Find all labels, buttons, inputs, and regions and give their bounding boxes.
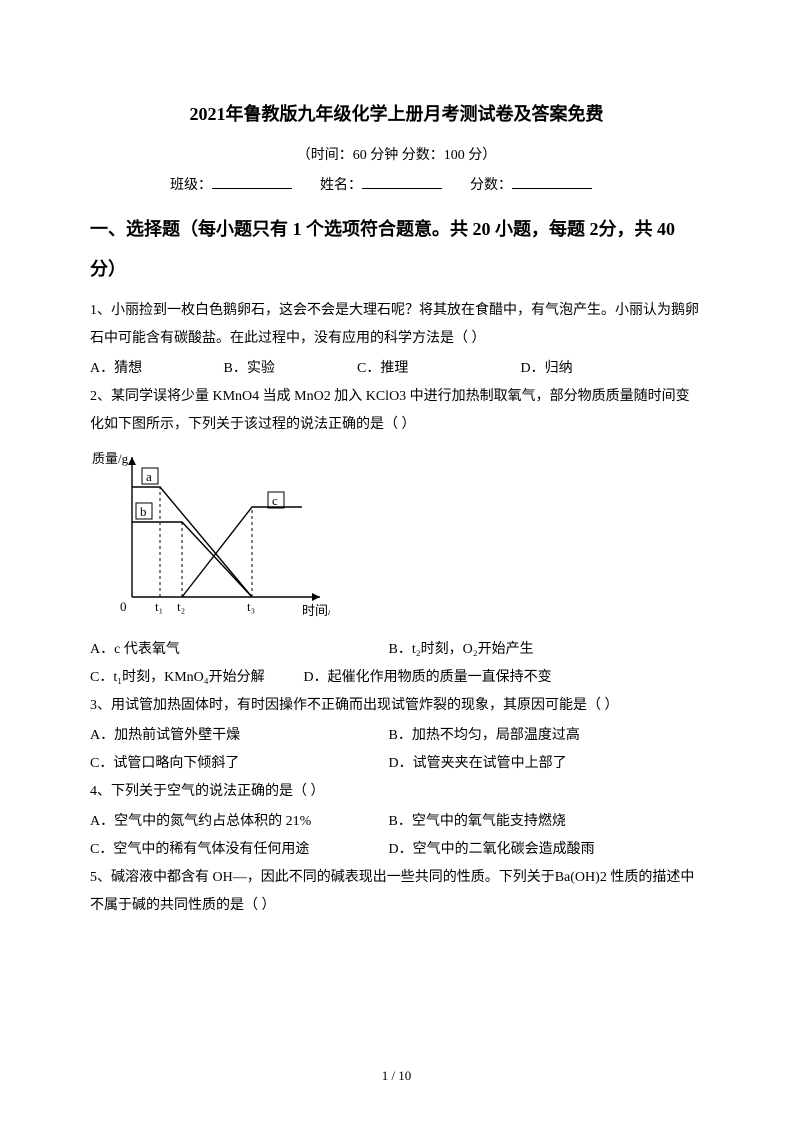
q1-opt-d: D．归纳 [521, 355, 661, 383]
q4-options-1: A．空气中的氮气约占总体积的 21% B．空气中的氧气能支持燃烧 [90, 808, 703, 836]
q2-opt-b: B．t₂时刻，O₂开始产生 [389, 636, 534, 664]
q2-options-1: A．c 代表氧气 B．t₂时刻，O₂开始产生 [90, 636, 703, 664]
q4-opt-a: A．空气中的氮气约占总体积的 21% [90, 808, 385, 836]
q1-opt-b: B．实验 [224, 355, 354, 383]
q3-opt-b: B．加热不均匀，局部温度过高 [389, 722, 580, 750]
q4-opt-b: B．空气中的氧气能支持燃烧 [389, 808, 566, 836]
q2-opt-c: C．t₁时刻，KMnO₄开始分解 [90, 664, 300, 692]
q1-opt-a: A．猜想 [90, 355, 220, 383]
svg-text:t₂: t₂ [177, 599, 185, 614]
q5-text: 5、碱溶液中都含有 OH—，因此不同的碱表现出一些共同的性质。下列关于Ba(OH… [90, 864, 703, 920]
q2-opt-a: A．c 代表氧气 [90, 636, 385, 664]
q1-text: 1、小丽捡到一枚白色鹅卵石，这会不会是大理石呢？将其放在食醋中，有气泡产生。小丽… [90, 297, 703, 353]
q2-options-2: C．t₁时刻，KMnO₄开始分解 D．起催化作用物质的质量一直保持不变 [90, 664, 703, 692]
q3-text: 3、用试管加热固体时，有时因操作不正确而出现试管炸裂的现象，其原因可能是（ ） [90, 692, 703, 720]
q1-opt-c: C．推理 [357, 355, 517, 383]
svg-text:a: a [146, 469, 152, 484]
q2-text: 2、某同学误将少量 KMnO4 当成 MnO2 加入 KClO3 中进行加热制取… [90, 383, 703, 439]
class-label: 班级： [170, 178, 212, 193]
q3-options-2: C．试管口略向下倾斜了 D．试管夹夹在试管中上部了 [90, 750, 703, 778]
q4-options-2: C．空气中的稀有气体没有任何用途 D．空气中的二氧化碳会造成酸雨 [90, 836, 703, 864]
q3-options-1: A．加热前试管外壁干燥 B．加热不均匀，局部温度过高 [90, 722, 703, 750]
svg-text:b: b [140, 504, 147, 519]
score-label: 分数： [470, 178, 512, 193]
svg-text:质量/g: 质量/g [92, 451, 129, 466]
q1-options: A．猜想 B．实验 C．推理 D．归纳 [90, 355, 703, 383]
q3-opt-d: D．试管夹夹在试管中上部了 [389, 750, 567, 778]
page-number: 1 / 10 [0, 1068, 793, 1084]
q3-opt-c: C．试管口略向下倾斜了 [90, 750, 385, 778]
svg-text:0: 0 [120, 599, 127, 614]
q3-opt-a: A．加热前试管外壁干燥 [90, 722, 385, 750]
q2-opt-d: D．起催化作用物质的质量一直保持不变 [304, 664, 552, 692]
name-label: 姓名： [320, 178, 362, 193]
name-blank [362, 175, 442, 189]
section-heading: 一、选择题（每小题只有 1 个选项符合题意。共 20 小题，每题 2分，共 40… [90, 210, 703, 289]
score-blank [512, 175, 592, 189]
class-blank [212, 175, 292, 189]
svg-text:t₃: t₃ [247, 599, 255, 614]
q4-opt-c: C．空气中的稀有气体没有任何用途 [90, 836, 385, 864]
svg-text:时间/min: 时间/min [302, 603, 330, 618]
q4-opt-d: D．空气中的二氧化碳会造成酸雨 [389, 836, 595, 864]
exam-title: 2021年鲁教版九年级化学上册月考测试卷及答案免费 [90, 100, 703, 126]
q2-chart: 质量/g 时间/min 0 t₁ t₂ t₃ a b c [90, 447, 703, 632]
q4-text: 4、下列关于空气的说法正确的是（ ） [90, 778, 703, 806]
student-info-line: 班级： 姓名： 分数： [90, 174, 703, 194]
exam-meta: （时间：60 分钟 分数：100 分） [90, 144, 703, 164]
svg-text:c: c [272, 493, 278, 508]
mass-time-chart: 质量/g 时间/min 0 t₁ t₂ t₃ a b c [90, 447, 330, 627]
svg-text:t₁: t₁ [155, 599, 163, 614]
